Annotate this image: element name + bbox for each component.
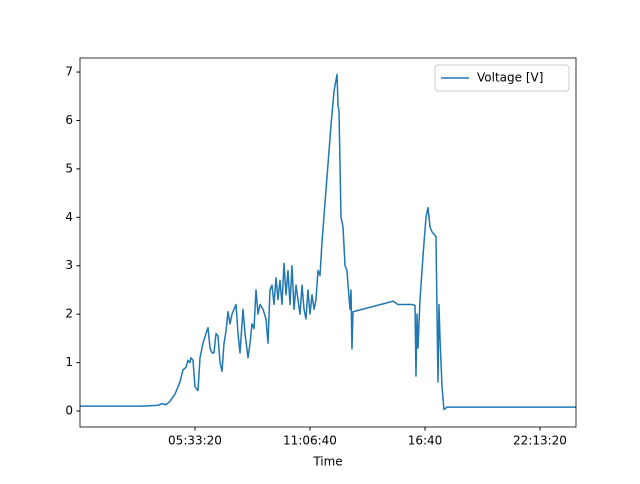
legend-box	[434, 64, 570, 92]
y-tick-label: 6	[65, 113, 73, 127]
y-tick-label: 7	[65, 65, 73, 79]
axes-frame	[79, 57, 577, 428]
y-tick-label: 5	[65, 161, 73, 175]
x-tick-label: 22:13:20	[513, 434, 567, 448]
data-line	[80, 73, 576, 411]
x-tick-label: 16:40	[408, 434, 443, 448]
y-tick-label: 1	[65, 355, 73, 369]
x-axis-label: Time	[312, 455, 342, 469]
y-tick-label: 0	[65, 404, 73, 418]
x-tick-label: 11:06:40	[283, 434, 337, 448]
y-tick-label: 3	[65, 258, 73, 272]
x-tick-label: 05:33:20	[168, 434, 222, 448]
y-tick-label: 2	[65, 307, 73, 321]
y-tick-label: 4	[65, 210, 73, 224]
legend-label: Voltage [V]	[477, 71, 543, 85]
